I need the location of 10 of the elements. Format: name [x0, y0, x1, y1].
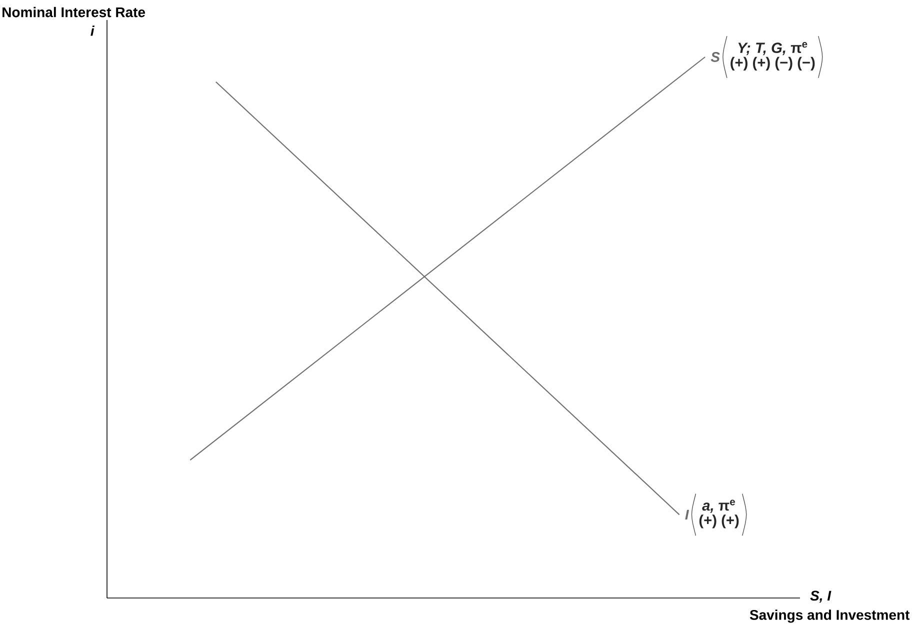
x-axis-title: Savings and Investment [750, 610, 910, 623]
annotation: a, π$^{e}$ [702, 500, 735, 513]
text: (+) (+) (−) (−) [730, 56, 815, 71]
text: Y; T, G, π$^{e}$ [738, 42, 808, 56]
text: S, I [810, 590, 832, 603]
annotation: (+) (+) [699, 514, 739, 528]
series-label: S [710, 52, 720, 62]
y-axis-title: Nominal Interest Rate [2, 6, 146, 18]
series-label: I [685, 510, 690, 520]
text: i [90, 26, 95, 36]
